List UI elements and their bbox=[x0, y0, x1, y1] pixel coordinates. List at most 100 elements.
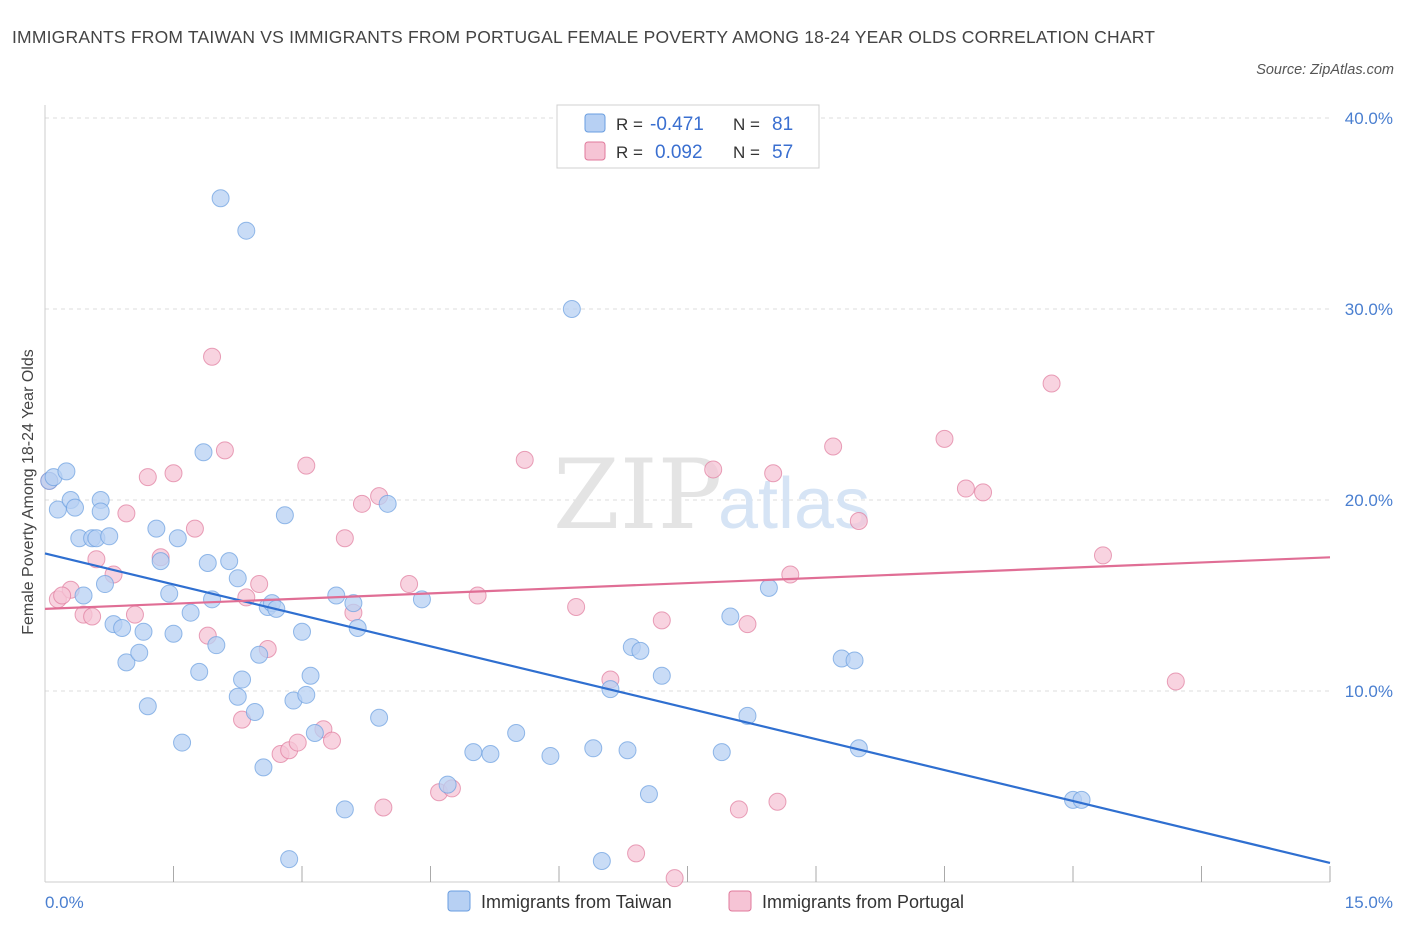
point-taiwan bbox=[412, 590, 431, 609]
point-taiwan bbox=[584, 739, 603, 758]
point-portugal bbox=[203, 347, 222, 366]
point-taiwan bbox=[160, 584, 179, 603]
point-taiwan bbox=[275, 506, 294, 525]
legend-n-label-portugal: N = bbox=[733, 143, 760, 162]
watermark: ZIP atlas bbox=[553, 439, 870, 551]
point-portugal bbox=[738, 615, 757, 634]
point-taiwan bbox=[721, 607, 740, 626]
bottom-legend-label-taiwan: Immigrants from Taiwan bbox=[481, 892, 672, 912]
bottom-legend-swatch-portugal bbox=[728, 890, 752, 912]
point-taiwan bbox=[138, 697, 157, 716]
legend-r-value-taiwan: -0.471 bbox=[650, 114, 704, 135]
point-portugal bbox=[400, 575, 419, 594]
point-taiwan bbox=[91, 502, 110, 521]
point-portugal bbox=[374, 798, 393, 817]
point-taiwan bbox=[464, 743, 483, 762]
legend-r-label-portugal: R = bbox=[616, 143, 643, 162]
trend-line-portugal bbox=[44, 556, 1331, 610]
y-tick-label: 20.0% bbox=[1345, 491, 1393, 510]
point-taiwan bbox=[280, 850, 299, 869]
point-taiwan bbox=[233, 670, 252, 689]
point-taiwan bbox=[117, 653, 136, 672]
bottom-legend-label-portugal: Immigrants from Portugal bbox=[762, 892, 964, 912]
point-taiwan bbox=[618, 741, 637, 760]
point-taiwan bbox=[652, 666, 671, 685]
point-portugal bbox=[704, 460, 723, 479]
point-taiwan bbox=[57, 462, 76, 481]
point-taiwan bbox=[639, 785, 658, 804]
point-taiwan bbox=[592, 851, 611, 870]
point-taiwan bbox=[164, 624, 183, 643]
point-portugal bbox=[185, 519, 204, 538]
point-taiwan bbox=[327, 586, 346, 605]
point-taiwan bbox=[151, 552, 170, 571]
point-portugal bbox=[250, 575, 269, 594]
point-portugal bbox=[117, 504, 136, 523]
legend-n-label-taiwan: N = bbox=[733, 115, 760, 134]
point-taiwan bbox=[438, 775, 457, 794]
legend-r-label-taiwan: R = bbox=[616, 115, 643, 134]
y-tick-label: 40.0% bbox=[1345, 109, 1393, 128]
point-taiwan bbox=[147, 519, 166, 538]
watermark-zip: ZIP bbox=[553, 439, 722, 551]
point-taiwan bbox=[631, 641, 650, 660]
point-portugal bbox=[729, 800, 748, 819]
trend-line-taiwan bbox=[44, 552, 1331, 864]
x-tick-label-max: 15.0% bbox=[1345, 893, 1393, 912]
bottom-legend: Immigrants from Taiwan Immigrants from P… bbox=[447, 890, 964, 912]
point-portugal bbox=[956, 479, 975, 498]
point-taiwan bbox=[254, 758, 273, 777]
point-portugal bbox=[665, 869, 684, 888]
point-taiwan bbox=[378, 494, 397, 513]
legend-swatch-portugal bbox=[584, 141, 606, 161]
point-taiwan bbox=[370, 708, 389, 727]
point-portugal bbox=[53, 586, 72, 605]
legend-r-value-portugal: 0.092 bbox=[655, 142, 703, 163]
point-taiwan bbox=[100, 527, 119, 546]
point-portugal bbox=[781, 565, 800, 584]
point-taiwan bbox=[344, 594, 363, 613]
point-portugal bbox=[515, 450, 534, 469]
point-taiwan bbox=[220, 552, 239, 571]
point-taiwan bbox=[190, 662, 209, 681]
y-tick-label: 30.0% bbox=[1345, 300, 1393, 319]
point-taiwan bbox=[181, 603, 200, 622]
legend-swatch-taiwan bbox=[584, 113, 606, 133]
point-taiwan bbox=[481, 745, 500, 764]
point-taiwan bbox=[198, 554, 217, 573]
point-taiwan bbox=[211, 189, 230, 208]
grid-lines bbox=[45, 117, 1330, 692]
point-portugal bbox=[1042, 374, 1061, 393]
point-portugal bbox=[468, 586, 487, 605]
point-portugal bbox=[849, 512, 868, 531]
point-portugal bbox=[1093, 546, 1112, 565]
y-axis-label: Female Poverty Among 18-24 Year Olds bbox=[20, 349, 37, 635]
point-taiwan bbox=[712, 743, 731, 762]
watermark-atlas: atlas bbox=[718, 464, 870, 544]
point-taiwan bbox=[305, 724, 324, 743]
point-taiwan bbox=[759, 578, 778, 597]
point-taiwan bbox=[297, 685, 316, 704]
point-portugal bbox=[125, 605, 144, 624]
point-portugal bbox=[83, 607, 102, 626]
source-note: Source: ZipAtlas.com bbox=[1256, 62, 1394, 78]
point-portugal bbox=[974, 483, 993, 502]
point-portugal bbox=[627, 844, 646, 863]
point-taiwan bbox=[250, 645, 269, 664]
point-taiwan bbox=[335, 800, 354, 819]
x-ticks bbox=[173, 866, 1331, 882]
point-taiwan bbox=[65, 498, 84, 517]
point-taiwan bbox=[173, 733, 192, 752]
point-taiwan bbox=[293, 622, 311, 641]
legend: R = -0.471 N = 81 R = 0.092 N = 57 bbox=[556, 104, 820, 169]
point-portugal bbox=[352, 494, 371, 513]
point-portugal bbox=[288, 733, 307, 752]
point-taiwan bbox=[130, 643, 149, 662]
point-portugal bbox=[768, 792, 787, 811]
point-taiwan bbox=[245, 703, 264, 722]
point-taiwan bbox=[237, 221, 256, 240]
point-portugal bbox=[764, 464, 783, 483]
chart-title: IMMIGRANTS FROM TAIWAN VS IMMIGRANTS FRO… bbox=[12, 27, 1156, 47]
bottom-legend-swatch-taiwan bbox=[447, 890, 471, 912]
